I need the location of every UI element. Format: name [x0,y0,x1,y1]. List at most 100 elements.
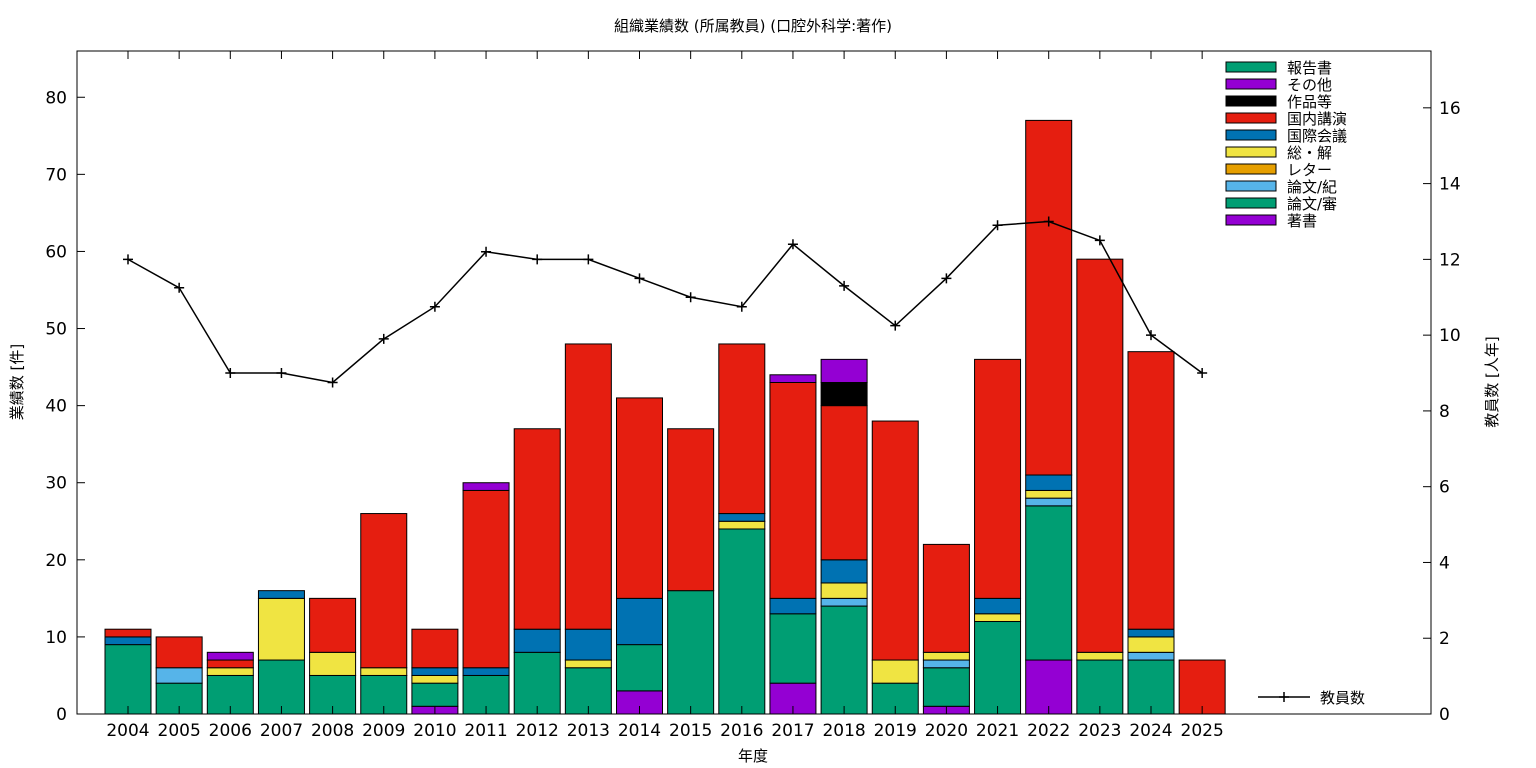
line-point-marker [123,254,133,265]
legend-swatch [1225,129,1277,141]
legend-label: 著書 [1287,212,1317,230]
plot-frame [76,50,1432,715]
bar-segment [718,513,766,522]
bar-segment [1025,659,1073,715]
legend-swatch [1225,197,1277,209]
x-tick-label: 2011 [464,721,507,741]
bar-segment [206,651,254,661]
bar-segment [820,405,868,561]
bar-segment [309,597,357,653]
legend-label: 総・解 [1287,144,1332,162]
legend-swatch [1225,95,1277,107]
y2-tick-label: 4 [1439,553,1450,573]
x-tick-label: 2017 [771,721,814,741]
y-tick-label: 60 [45,242,67,262]
x-tick-label: 2010 [413,721,456,741]
right-axis-ticks: 0 2 4 6 8 10 12 14 16 [1423,99,1461,725]
legend-label: その他 [1287,76,1332,94]
y-axis-label: 業績数 [件] [8,344,26,420]
y-tick-label: 70 [45,165,67,185]
bar-segment [922,543,970,653]
y2-tick-label: 0 [1439,705,1450,725]
bar-segment [360,667,408,676]
x-tick-label: 2015 [669,721,712,741]
y-tick-label: 80 [45,88,67,108]
bar-segment [820,597,868,607]
bar-segment [871,659,919,684]
bar-segment [1025,489,1073,499]
legend-label: 国際会議 [1287,127,1347,145]
bar-segment [411,628,459,669]
bar-segment [769,374,817,384]
bar-segment [155,636,203,669]
bar-segment [462,489,510,669]
bar-segment [871,420,919,661]
y-tick-label: 40 [45,397,67,417]
line-point-marker [1094,235,1105,246]
legend-swatch [1225,61,1277,73]
line-series-faculty [127,220,1203,384]
bar-segment [104,636,152,646]
legend-label: 論文/審 [1287,195,1337,213]
y2-tick-label: 12 [1439,250,1461,270]
legend-label: 作品等 [1287,93,1332,111]
x-tick-label: 2012 [516,721,559,741]
x-tick-label: 2014 [618,721,661,741]
bar-segment [257,659,305,715]
bar-segment [513,428,561,630]
bar-segment [462,482,510,491]
y2-tick-label: 16 [1439,99,1461,119]
legend-label: レター [1287,161,1332,179]
bar-segment [1025,497,1073,507]
bar-segment [1025,119,1073,476]
bar-segment [974,597,1022,615]
bar-segment [667,590,715,715]
bar-segment [206,667,254,676]
y2-tick-label: 2 [1439,629,1450,649]
bar-segment [257,597,305,661]
legend-swatch [1225,146,1277,158]
bar-segment [104,644,152,715]
line-point-marker [276,368,287,379]
bar-segment [104,628,152,638]
bar-segment [1025,505,1073,661]
line-point-marker [174,282,185,293]
x-tick-label: 2008 [311,721,354,741]
x-tick-label: 2019 [874,721,917,741]
y2-tick-label: 6 [1439,478,1450,498]
line-point-marker [1197,368,1208,379]
bar-segment [1076,258,1124,653]
bar-segment [564,343,612,630]
line-layer [123,216,1208,388]
bar-segment [1127,628,1175,638]
line-legend-label: 教員数 [1320,689,1365,707]
bar-segment [257,590,305,599]
x-tick-label: 2025 [1181,721,1224,741]
bar-segment [411,674,459,684]
x-axis-ticks: 2004 2005 2006 2007 2008 2009 2010 2011 2012 2013… [106,51,1224,741]
line-point-marker [225,368,236,379]
line-point-marker [378,333,389,344]
y2-tick-label: 8 [1439,402,1450,422]
line-point-marker [736,301,747,312]
x-tick-label: 2016 [720,721,763,741]
bar-segment [1025,474,1073,491]
line-point-marker [481,246,492,257]
y-tick-label: 20 [45,551,67,571]
line-point-marker [429,301,440,312]
line-point-marker [583,254,594,265]
line-point-marker [327,377,338,388]
bar-segment [974,358,1022,599]
legend-swatch [1225,214,1277,226]
legend-label: 論文/紀 [1287,178,1337,196]
line-point-marker [634,273,645,284]
chart-title: 組織業績数 (所属教員) (口腔外科学:著作) [614,17,892,35]
line-point-marker [1146,330,1156,341]
line-point-marker [839,280,850,291]
y-tick-label: 0 [56,705,67,725]
bar-segment [769,613,817,684]
bar-segment [360,513,408,669]
legend-swatch [1225,112,1277,124]
bar-segment [564,628,612,661]
